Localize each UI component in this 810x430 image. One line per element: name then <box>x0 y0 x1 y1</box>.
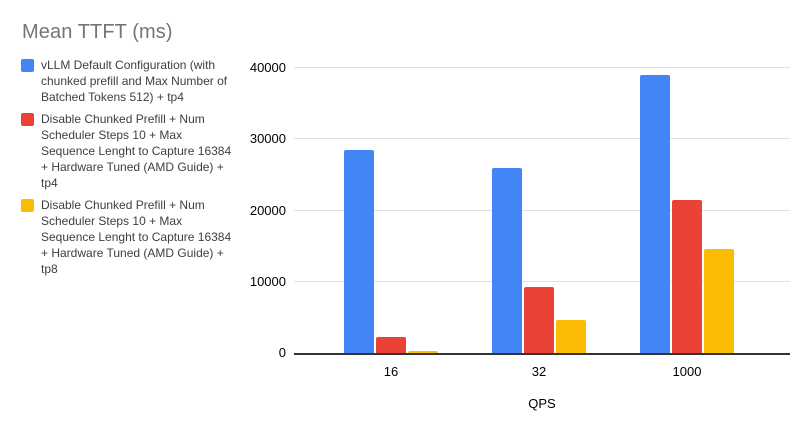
bar-series2-qps1000 <box>672 199 702 353</box>
x-axis-line <box>294 353 790 355</box>
y-tick-label-30000: 30000 <box>249 131 286 147</box>
bar-series2-qps16 <box>376 337 406 353</box>
bar-series2-qps32 <box>524 286 554 353</box>
gridline-20000 <box>294 209 790 211</box>
x-tick-label-1000: 1000 <box>672 364 702 379</box>
bar-group-32 <box>492 68 586 353</box>
bar-series3-qps1000 <box>704 248 734 353</box>
bar-series1-qps16 <box>344 149 374 353</box>
legend-item-2: Disable Chunked Prefill + Num Scheduler … <box>21 111 235 191</box>
legend-item-3: Disable Chunked Prefill + Num Scheduler … <box>21 197 235 277</box>
bar-group-1000 <box>640 68 734 353</box>
chart-title: Mean TTFT (ms) <box>22 21 173 43</box>
legend: vLLM Default Configuration (with chunked… <box>21 57 235 277</box>
x-tick-label-32: 32 <box>531 364 547 379</box>
x-tick-label-16: 16 <box>383 364 399 379</box>
gridline-30000 <box>294 138 790 140</box>
legend-label: Disable Chunked Prefill + Num Scheduler … <box>41 198 232 276</box>
legend-label: vLLM Default Configuration (with chunked… <box>41 58 228 104</box>
plot-area: QPS 0 10000 20000 30000 40000 16 32 1000 <box>250 60 790 411</box>
y-tick-label-40000: 40000 <box>249 60 286 75</box>
bar-series3-qps16 <box>408 351 438 353</box>
legend-item-1: vLLM Default Configuration (with chunked… <box>21 57 235 105</box>
gridline-10000 <box>294 280 790 282</box>
bar-series1-qps1000 <box>640 75 670 353</box>
y-tick-label-10000: 10000 <box>249 273 286 289</box>
legend-swatch-icon <box>21 199 34 212</box>
legend-swatch-icon <box>21 59 34 72</box>
x-axis-title: QPS <box>528 396 556 411</box>
legend-swatch-icon <box>21 113 34 126</box>
gridline-40000 <box>294 67 790 68</box>
y-tick-label-20000: 20000 <box>249 202 286 218</box>
legend-label: Disable Chunked Prefill + Num Scheduler … <box>41 112 232 190</box>
bar-series3-qps32 <box>556 320 586 353</box>
y-tick-label-0: 0 <box>278 345 286 360</box>
bar-group-16 <box>344 68 438 353</box>
bar-series1-qps32 <box>492 167 522 353</box>
